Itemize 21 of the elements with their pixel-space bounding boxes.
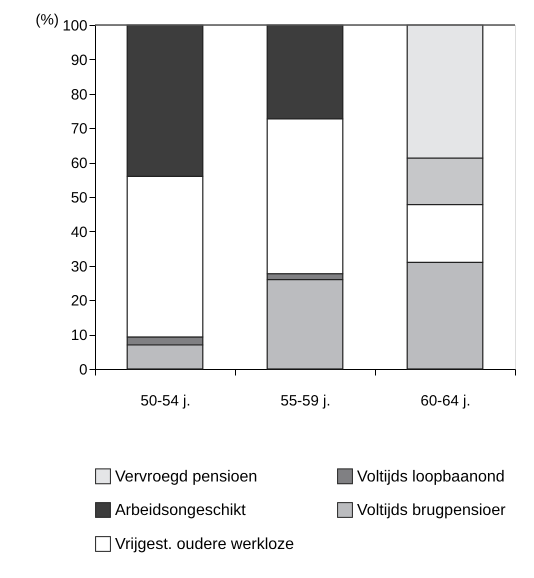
x-tick-label: 55-59 j. [280, 392, 331, 410]
y-tick-label: 80 [70, 86, 88, 104]
legend-label: Voltijds loopbaanond [357, 468, 505, 486]
y-tick-label: 60 [70, 155, 88, 172]
x-tick-label: 60-64 j. [420, 392, 471, 410]
y-tick-label: 90 [70, 52, 88, 69]
y-axis-title: (%) [36, 12, 59, 28]
y-tick-label: 50 [70, 190, 88, 206]
y-tick-label: 70 [70, 120, 88, 138]
legend-label: Vervroegd pensioen [115, 468, 258, 486]
y-tick-label: 30 [70, 258, 88, 276]
legend-label: Voltijds brugpensioer [357, 502, 506, 519]
y-tick-label: 0 [79, 362, 88, 378]
legend-label: Vrijgest. oudere werkloze [115, 536, 294, 553]
y-tick-label: 100 [62, 18, 88, 34]
y-tick-label: 20 [70, 292, 88, 310]
x-tick-label: 50-54 j. [140, 392, 191, 410]
legend-label: Arbeidsongeschikt [115, 502, 246, 519]
y-tick-label: 40 [70, 224, 88, 241]
bar [266, 278, 344, 370]
y-tick-label: 10 [70, 327, 88, 344]
